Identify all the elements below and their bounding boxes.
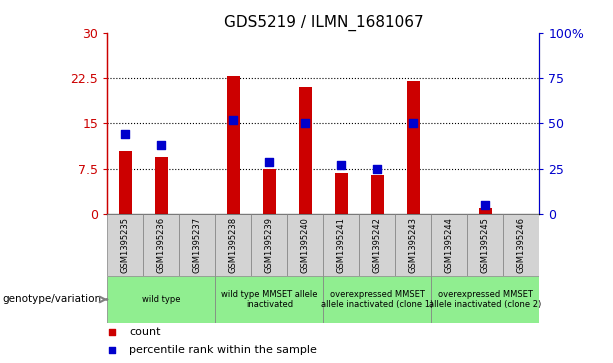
Text: GSM1395246: GSM1395246 [517,217,526,273]
Bar [215,214,251,276]
Point [120,131,130,137]
Point [373,166,383,172]
Text: GSM1395242: GSM1395242 [373,217,382,273]
Bar [215,276,324,323]
Point [229,117,238,123]
Text: overexpressed MMSET
allele inactivated (clone 1): overexpressed MMSET allele inactivated (… [321,290,433,309]
Title: GDS5219 / ILMN_1681067: GDS5219 / ILMN_1681067 [224,15,423,31]
Text: percentile rank within the sample: percentile rank within the sample [129,345,317,355]
Bar [324,214,359,276]
Bar [227,76,240,214]
Point [107,347,116,353]
Bar [107,214,143,276]
Point [408,121,418,126]
Text: overexpressed MMSET
allele inactivated (clone 2): overexpressed MMSET allele inactivated (… [429,290,541,309]
Text: wild type: wild type [142,295,181,304]
Text: GSM1395236: GSM1395236 [157,217,166,273]
Text: wild type MMSET allele
inactivated: wild type MMSET allele inactivated [221,290,318,309]
Text: GSM1395238: GSM1395238 [229,217,238,273]
Text: GSM1395245: GSM1395245 [481,217,490,273]
Bar [324,276,432,323]
Point [300,121,310,126]
Text: count: count [129,327,161,337]
Bar [335,173,348,214]
Bar [479,208,492,214]
Point [156,142,166,148]
Bar [119,151,132,214]
Text: GSM1395237: GSM1395237 [193,217,202,273]
Bar [371,175,384,214]
Bar [179,214,215,276]
Bar [143,214,180,276]
Text: genotype/variation: genotype/variation [2,294,101,305]
Bar [107,276,215,323]
Point [264,159,274,164]
Text: GSM1395243: GSM1395243 [409,217,418,273]
Bar [468,214,503,276]
Bar [299,87,311,214]
Bar [407,81,420,214]
Text: GSM1395241: GSM1395241 [337,217,346,273]
Bar [251,214,287,276]
Text: GSM1395239: GSM1395239 [265,217,274,273]
Bar [263,169,276,214]
Bar [432,214,467,276]
Bar [395,214,432,276]
Text: GSM1395235: GSM1395235 [121,217,130,273]
Text: GSM1395240: GSM1395240 [301,217,310,273]
Bar [287,214,324,276]
Bar [432,276,539,323]
Bar [359,214,395,276]
Point [337,162,346,168]
Bar [155,157,167,214]
Text: GSM1395244: GSM1395244 [445,217,454,273]
Point [481,202,490,208]
Bar [503,214,539,276]
Point [107,329,116,335]
